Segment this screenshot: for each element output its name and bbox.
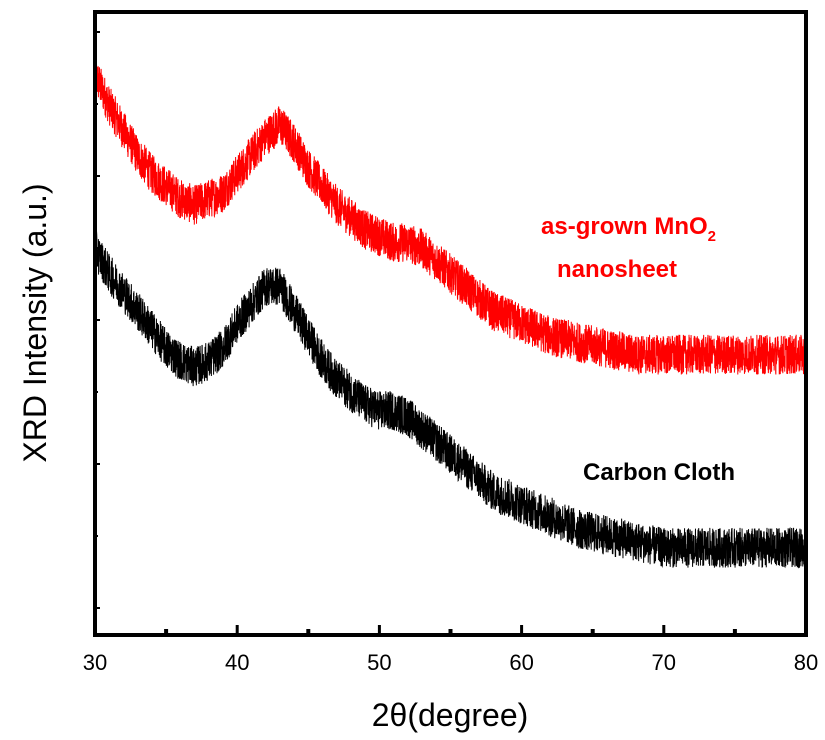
y-ticks xyxy=(95,31,100,609)
x-tick-label: 80 xyxy=(794,650,818,675)
x-tick-labels: 30 40 50 60 70 80 xyxy=(83,650,818,675)
x-ticks xyxy=(93,625,808,635)
x-tick-label: 50 xyxy=(367,650,391,675)
annotation-mno2-main: as-grown MnO xyxy=(541,213,708,240)
annotation-mno2-subscript: 2 xyxy=(708,228,716,245)
annotation-mno2: as-grown MnO2 xyxy=(541,213,716,245)
x-tick-label: 40 xyxy=(225,650,249,675)
x-axis-title: 2θ(degree) xyxy=(372,697,529,733)
x-tick-label: 30 xyxy=(83,650,107,675)
series-line-carbon-cloth xyxy=(94,231,807,569)
annotation-mno2-line2: nanosheet xyxy=(557,256,677,283)
x-tick-label: 60 xyxy=(509,650,533,675)
series-line-mno2 xyxy=(94,55,807,375)
annotations: as-grown MnO2 nanosheet Carbon Cloth xyxy=(541,213,735,486)
annotation-carbon-cloth: Carbon Cloth xyxy=(583,459,735,486)
y-axis-title: XRD Intensity (a.u.) xyxy=(17,183,53,462)
x-tick-label: 70 xyxy=(652,650,676,675)
plot-series xyxy=(94,55,807,569)
